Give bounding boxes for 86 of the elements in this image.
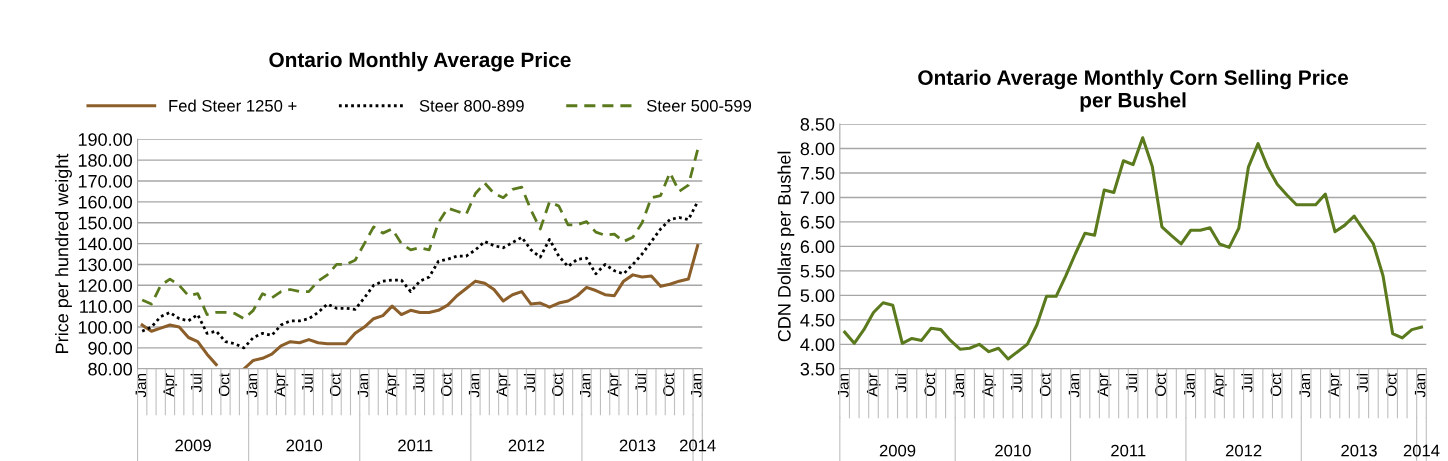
x-tick-label: Oct — [329, 373, 341, 397]
legend-label: Steer 800-899 — [419, 99, 524, 112]
y-tick-label: 120.00 — [78, 279, 132, 293]
y-tick-label: 180.00 — [78, 154, 132, 167]
y-tick-label: 8.50 — [800, 117, 835, 131]
text: 2014 — [679, 439, 716, 452]
x-tick-label: Jul — [895, 373, 907, 393]
x-tick-label: Oct — [552, 373, 563, 397]
x-tick-label: Jan — [135, 373, 147, 398]
chart-title: Ontario Average Monthly Corn Selling Price per Bushel — [918, 69, 1349, 112]
x-tick-label: Jan — [468, 373, 480, 398]
text: 2009 — [175, 439, 211, 452]
y-tick-label: 170.00 — [78, 174, 132, 188]
text: 2011 — [1111, 444, 1146, 457]
text: 2014 — [1403, 444, 1440, 457]
x-tick-label: Jan — [1068, 373, 1080, 398]
y-tick-label: 3.50 — [800, 362, 835, 376]
x-tick-label: Oct — [924, 373, 936, 397]
text: 2011 — [398, 439, 433, 452]
x-tick-label: Oct — [440, 373, 452, 397]
text: 2012 — [1225, 444, 1262, 457]
x-tick-label: Apr — [163, 373, 178, 397]
x-tick-label: Apr — [385, 373, 400, 397]
legend-label: Fed Steer 1250 + — [169, 99, 297, 112]
text: 2010 — [286, 439, 323, 452]
x-tick-label: Jan — [1299, 373, 1311, 398]
x-tick-label: Jan — [580, 373, 591, 398]
x-tick-label: Jan — [1414, 373, 1426, 398]
text: 2013 — [619, 439, 656, 452]
x-tick-label: Apr — [1213, 373, 1227, 397]
chart-title: Ontario Monthly Average Price — [269, 51, 571, 72]
line-series — [140, 148, 700, 321]
y-tick-label: 150.00 — [78, 216, 132, 230]
y-tick-label: 90.00 — [88, 341, 132, 355]
text: 2013 — [1341, 444, 1377, 457]
x-tick-label: Oct — [1039, 373, 1051, 397]
y-axis-title: CDN Dollars per Bushel — [777, 151, 795, 342]
y-tick-label: 6.00 — [800, 240, 835, 254]
x-tick-label: Apr — [1328, 373, 1343, 397]
y-tick-label: 7.00 — [800, 191, 835, 205]
x-tick-label: Oct — [663, 373, 674, 397]
y-tick-label: 6.50 — [800, 215, 835, 229]
x-tick-label: Apr — [274, 373, 289, 397]
y-tick-label: 160.00 — [78, 195, 132, 209]
x-tick-label: Oct — [1385, 373, 1397, 397]
y-tick-label: 5.00 — [800, 289, 835, 303]
x-tick-label: Jul — [523, 373, 536, 393]
text: 2012 — [508, 439, 545, 452]
x-tick-label: Jul — [1125, 373, 1138, 393]
x-tick-label: Jul — [190, 373, 202, 393]
y-tick-label: 8.00 — [800, 142, 835, 156]
x-tick-label: Oct — [1155, 373, 1166, 397]
x-tick-label: Oct — [218, 373, 230, 397]
x-tick-label: Jan — [838, 373, 849, 398]
x-tick-label: Jul — [1010, 373, 1022, 393]
x-tick-label: Apr — [866, 373, 881, 397]
y-tick-label: 190.00 — [78, 133, 132, 146]
y-tick-label: 5.50 — [800, 264, 835, 278]
y-axis-title: Price per hundred weight — [55, 153, 72, 353]
line-series — [140, 200, 700, 350]
y-tick-label: 110.00 — [80, 300, 132, 313]
y-tick-label: 80.00 — [88, 362, 132, 376]
y-tick-label: 7.50 — [800, 166, 835, 180]
legend-label: Steer 500-599 — [646, 99, 752, 112]
x-tick-label: Jan — [357, 373, 369, 398]
x-tick-label: Apr — [607, 373, 622, 397]
x-tick-label: Jul — [1241, 373, 1253, 393]
text: 2009 — [879, 444, 916, 457]
line-series — [843, 136, 1423, 361]
y-tick-label: 100.00 — [78, 320, 132, 334]
x-tick-label: Apr — [496, 373, 511, 397]
y-tick-label: 4.00 — [800, 338, 835, 352]
x-tick-label: Apr — [982, 373, 996, 397]
y-tick-label: 130.00 — [78, 258, 132, 272]
x-tick-label: Jul — [1356, 373, 1368, 393]
x-tick-label: Jul — [412, 373, 425, 393]
y-tick-label: 140.00 — [78, 237, 132, 251]
x-tick-label: Jan — [691, 373, 702, 398]
x-tick-label: Apr — [1097, 373, 1112, 397]
x-tick-label: Jan — [1184, 373, 1195, 398]
text: 2010 — [995, 444, 1031, 457]
y-tick-label: 4.50 — [800, 313, 835, 327]
x-tick-label: Jan — [953, 373, 965, 398]
x-tick-label: Jul — [301, 373, 313, 393]
x-tick-label: Jul — [634, 373, 647, 393]
x-tick-label: Jan — [246, 373, 258, 398]
